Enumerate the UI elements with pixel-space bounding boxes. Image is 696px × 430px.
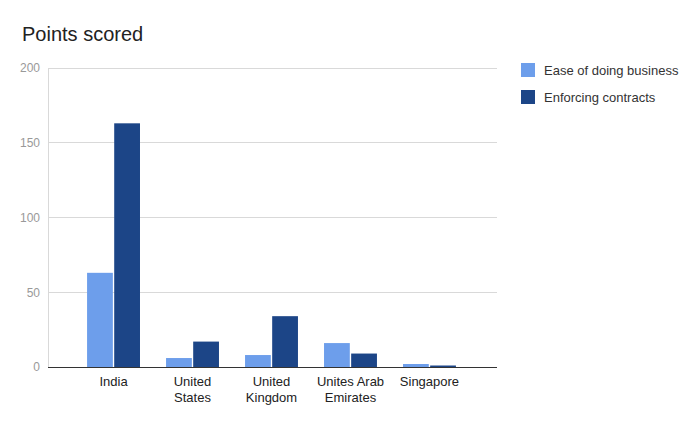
bar: [193, 342, 219, 367]
x-tick-label-line: Emirates: [325, 390, 377, 405]
y-tick: 0: [33, 360, 48, 374]
bar: [272, 316, 298, 367]
legend-label: Ease of doing business: [544, 63, 679, 78]
y-tick: 50: [27, 286, 48, 300]
y-tick-label: 100: [20, 211, 40, 225]
x-tick-label: India: [99, 374, 128, 389]
x-tick: Unites ArabEmirates: [317, 367, 384, 405]
bar: [245, 355, 271, 367]
x-tick: India: [99, 367, 128, 389]
y-tick-label: 50: [27, 286, 41, 300]
chart: Points scored050100150200IndiaUnitedStat…: [0, 0, 696, 430]
x-tick: UnitedStates: [174, 367, 212, 405]
y-axis-line: [48, 69, 49, 368]
grid-line: [48, 367, 497, 368]
y-tick-label: 150: [20, 136, 40, 150]
y-axis: 0 50 100 150 200: [20, 61, 49, 374]
y-tick: 100: [20, 211, 48, 225]
x-tick-label-line: India: [99, 374, 128, 389]
legend-label: Enforcing contracts: [544, 90, 656, 105]
x-tick-label-line: Kingdom: [246, 390, 297, 405]
y-tick: 150: [20, 136, 48, 150]
grid-line: [48, 68, 497, 69]
x-tick-label: UnitedStates: [174, 374, 212, 405]
y-tick-label: 200: [20, 61, 40, 75]
y-tick: 200: [20, 61, 48, 75]
x-axis: IndiaUnitedStatesUnitedKingdomUnites Ara…: [48, 367, 497, 405]
bar: [324, 343, 350, 367]
bar: [87, 273, 113, 367]
x-tick-label: Singapore: [400, 374, 459, 389]
x-axis-line: [48, 367, 497, 368]
x-tick-label-line: Singapore: [400, 374, 459, 389]
x-tick-label-line: States: [174, 390, 211, 405]
x-tick-label-line: United: [174, 374, 212, 389]
legend: Ease of doing business Enforcing contract…: [521, 63, 679, 105]
x-tick-label: UnitedKingdom: [246, 374, 297, 405]
bars: [87, 123, 456, 367]
x-tick-label: Unites ArabEmirates: [317, 374, 384, 405]
bar: [351, 354, 377, 367]
grid: [48, 68, 497, 367]
x-tick: Singapore: [400, 367, 459, 389]
legend-swatch: [521, 90, 535, 104]
title: Points scored: [22, 23, 143, 45]
x-tick-label-line: United: [253, 374, 291, 389]
x-tick-label-line: Unites Arab: [317, 374, 384, 389]
bar: [166, 358, 192, 367]
bar: [114, 123, 140, 367]
legend-swatch: [521, 63, 535, 77]
y-tick-label: 0: [33, 360, 40, 374]
x-tick: UnitedKingdom: [246, 367, 297, 405]
